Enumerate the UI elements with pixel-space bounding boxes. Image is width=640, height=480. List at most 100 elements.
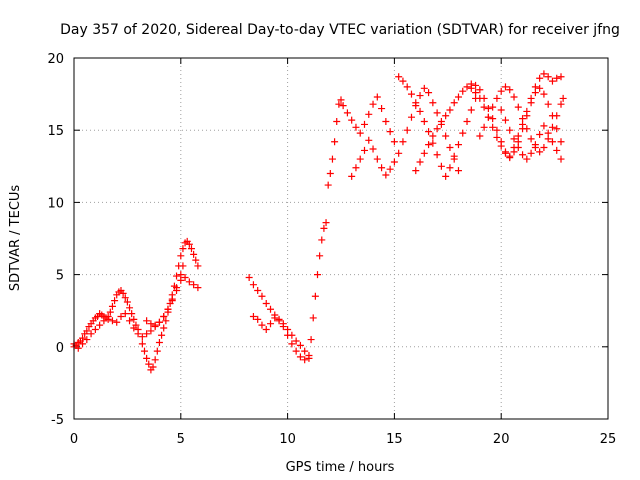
data-point [134, 330, 142, 338]
data-point [557, 155, 565, 163]
data-point [245, 273, 253, 281]
data-point [352, 164, 360, 172]
data-point [450, 99, 458, 107]
data-point [403, 83, 411, 91]
data-point [501, 149, 509, 157]
data-point [192, 256, 200, 264]
data-point [425, 141, 433, 149]
data-point [390, 138, 398, 146]
data-point [382, 171, 390, 179]
data-point [104, 315, 112, 323]
data-point [339, 102, 347, 110]
data-point [386, 128, 394, 136]
data-point [168, 297, 176, 305]
data-point [333, 118, 341, 126]
x-tick-label: 20 [493, 432, 510, 447]
data-point [143, 317, 151, 325]
data-point [420, 84, 428, 92]
data-point [497, 142, 505, 150]
data-point [190, 250, 198, 258]
data-point [126, 304, 134, 312]
data-point [100, 317, 108, 325]
data-point [147, 327, 155, 335]
data-point [360, 120, 368, 128]
data-point [484, 105, 492, 113]
data-point [151, 356, 159, 364]
data-point [117, 312, 125, 320]
data-point [429, 139, 437, 147]
data-point [130, 324, 138, 332]
x-tick-label: 5 [177, 432, 185, 447]
data-point [258, 321, 266, 329]
data-point [403, 126, 411, 134]
data-point [91, 325, 99, 333]
plot-frame [73, 57, 609, 420]
x-axis-label: GPS time / hours [286, 460, 395, 475]
data-point [510, 93, 518, 101]
data-point [279, 323, 287, 331]
data-point [309, 314, 317, 322]
data-point [540, 90, 548, 98]
data-point [493, 126, 501, 134]
data-point [123, 298, 131, 306]
data-point [74, 344, 82, 352]
data-point [369, 100, 377, 108]
data-point [459, 87, 467, 95]
data-point [365, 136, 373, 144]
data-point [559, 94, 567, 102]
data-point [514, 144, 522, 152]
data-point [249, 281, 257, 289]
data-point [271, 314, 279, 322]
data-points [70, 70, 567, 374]
data-point [320, 224, 328, 232]
data-point [437, 162, 445, 170]
data-point [179, 245, 187, 253]
data-point [433, 109, 441, 117]
data-point [425, 89, 433, 97]
data-point [442, 112, 450, 120]
data-point [143, 354, 151, 362]
data-point [433, 125, 441, 133]
y-tick-label: 15 [47, 124, 64, 139]
data-point [258, 292, 266, 300]
data-point [83, 327, 91, 335]
data-point [446, 144, 454, 152]
series-track-j [412, 70, 565, 175]
data-point [442, 172, 450, 180]
data-point [254, 315, 262, 323]
data-point [437, 118, 445, 126]
data-point [158, 331, 166, 339]
series-track-c [138, 237, 202, 374]
data-point [523, 155, 531, 163]
data-point [145, 360, 153, 368]
data-point [416, 107, 424, 115]
data-point [527, 135, 535, 143]
data-point [296, 341, 304, 349]
data-point [433, 151, 441, 159]
data-point [108, 302, 116, 310]
data-point [442, 132, 450, 140]
data-point [557, 100, 565, 108]
y-tick-label: -5 [51, 413, 64, 428]
data-point [126, 317, 134, 325]
data-point [497, 87, 505, 95]
data-point [510, 135, 518, 143]
data-point [249, 312, 257, 320]
data-point [540, 70, 548, 78]
data-point [416, 158, 424, 166]
data-point [143, 330, 151, 338]
data-point [83, 336, 91, 344]
data-point [352, 123, 360, 131]
data-point [519, 115, 527, 123]
data-point [480, 103, 488, 111]
data-point [416, 92, 424, 100]
data-point [484, 113, 492, 121]
data-point [493, 94, 501, 102]
data-point [181, 273, 189, 281]
data-point [531, 141, 539, 149]
data-point [296, 353, 304, 361]
data-point [356, 155, 364, 163]
data-point [194, 262, 202, 270]
data-point [177, 276, 185, 284]
data-point [399, 138, 407, 146]
